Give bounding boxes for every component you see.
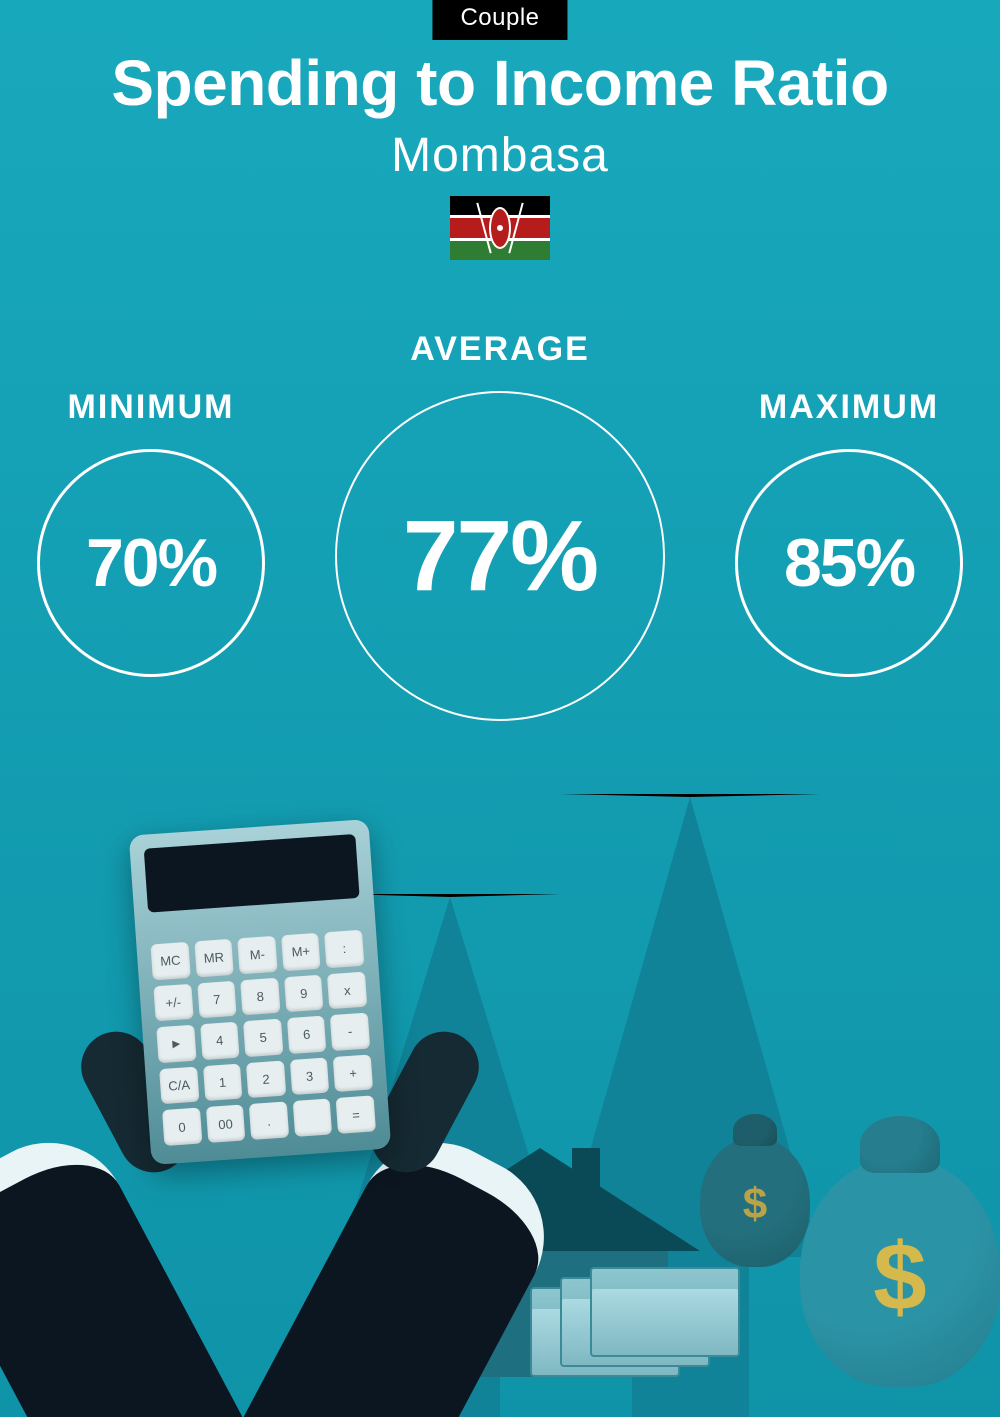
stat-min-value: 70% <box>86 524 216 602</box>
infographic-canvas: Couple Spending to Income Ratio Mombasa … <box>0 0 1000 1417</box>
stat-avg-label: AVERAGE <box>410 330 590 369</box>
location-subtitle: Mombasa <box>0 128 1000 183</box>
money-bag-icon: $ <box>800 1157 1000 1387</box>
stat-max-value: 85% <box>784 524 914 602</box>
page-title: Spending to Income Ratio <box>0 46 1000 120</box>
country-flag-icon <box>450 196 550 260</box>
stat-min-label: MINIMUM <box>68 388 235 427</box>
stat-max-label: MAXIMUM <box>759 388 939 427</box>
stat-minimum: MINIMUM 70% <box>37 388 265 677</box>
stat-avg-circle: 77% <box>335 391 665 721</box>
category-badge: Couple <box>432 0 567 40</box>
stat-max-circle: 85% <box>735 449 963 677</box>
badge-text: Couple <box>460 4 539 31</box>
money-bag-icon: $ <box>700 1137 810 1267</box>
illustration-scene: $$ MCMRM-M+:+/-789x►456-C/A123+000.= <box>0 777 1000 1417</box>
calculator-icon: MCMRM-M+:+/-789x►456-C/A123+000.= <box>129 819 391 1165</box>
stat-maximum: MAXIMUM 85% <box>735 388 963 677</box>
cash-stack-icon <box>530 1227 730 1377</box>
stat-min-circle: 70% <box>37 449 265 677</box>
stat-avg-value: 77% <box>403 499 597 614</box>
stats-row: MINIMUM 70% AVERAGE 77% MAXIMUM 85% <box>0 330 1000 721</box>
stat-average: AVERAGE 77% <box>335 330 665 721</box>
